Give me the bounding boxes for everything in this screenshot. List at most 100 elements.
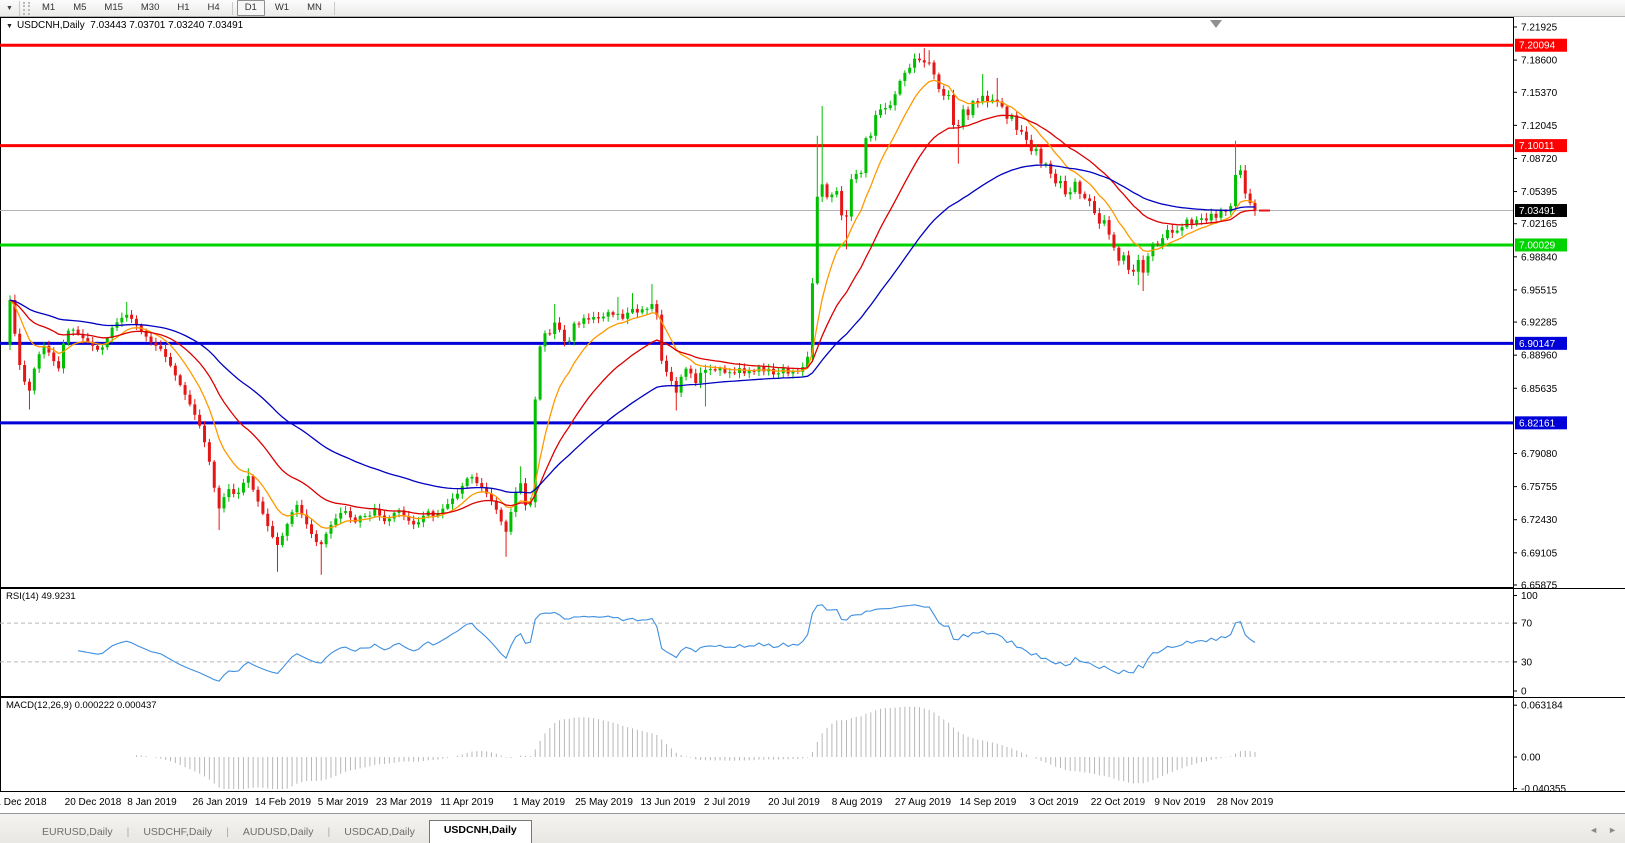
macd-panel: MACD(12,26,9) 0.000222 0.000437 0.063184… <box>0 697 1625 792</box>
tab-separator: | <box>126 826 130 838</box>
price-level-label-7.03491 <box>1515 204 1567 218</box>
price-level-label-7.00029 <box>1515 238 1567 252</box>
timeframe-button-mn[interactable]: MN <box>307 2 322 13</box>
toolbar-dropdown-button[interactable]: ▼ <box>0 0 20 16</box>
date-axis-tick: 14 Sep 2019 <box>960 797 1017 808</box>
date-axis-tick: 1 May 2019 <box>513 797 566 808</box>
date-axis-tick: 20 Jul 2019 <box>768 797 820 808</box>
date-axis-tick: 27 Aug 2019 <box>895 797 952 808</box>
timeframe-button-m1[interactable]: M1 <box>42 2 56 13</box>
timeframe-button-m15[interactable]: M15 <box>104 2 123 13</box>
svg-text:7.20094: 7.20094 <box>1519 41 1556 52</box>
date-axis-tick: 26 Jan 2019 <box>192 797 247 808</box>
svg-text:7.00029: 7.00029 <box>1519 240 1556 251</box>
date-axis-tick: 25 May 2019 <box>575 797 633 808</box>
rsi-label: RSI(14) 49.9231 <box>6 591 76 602</box>
date-axis-tick: 13 Jun 2019 <box>640 797 695 808</box>
date-axis-tick: 3 Oct 2019 <box>1030 797 1079 808</box>
price-axis-tick: 7.18600 <box>1521 56 1558 67</box>
candlestick-series <box>8 48 1257 575</box>
date-axis-tick: 9 Nov 2019 <box>1154 797 1206 808</box>
timeframe-toolbar: ▼ M1 M5 M15 M30 H1 H4 D1 W1 MN <box>0 0 1625 17</box>
date-axis-tick: 20 Dec 2018 <box>65 797 122 808</box>
timeframe-button-w1[interactable]: W1 <box>274 2 290 13</box>
timeframe-button-h4[interactable]: H4 <box>207 2 220 13</box>
rsi-panel: RSI(14) 49.9231 100 70 30 0 <box>0 588 1625 697</box>
tab-usdcad-daily[interactable]: USDCAD,Daily <box>344 826 415 838</box>
date-axis-tick: 8 Aug 2019 <box>832 797 883 808</box>
svg-text:7.03491: 7.03491 <box>1519 206 1556 217</box>
symbol-label: USDCNH,Daily <box>16 20 85 31</box>
price-axis-tick: 6.65875 <box>1521 580 1558 588</box>
rsi-axis-tick: 70 <box>1521 619 1533 630</box>
price-axis-tick: 7.21925 <box>1521 23 1558 34</box>
rsi-line <box>77 604 1256 682</box>
price-level-label-7.20094 <box>1515 38 1567 52</box>
date-axis-tick: 8 Jan 2019 <box>127 797 177 808</box>
date-axis-tick: 23 Mar 2019 <box>376 797 433 808</box>
symbol-dropdown-icon[interactable]: ▼ <box>6 23 13 30</box>
macd-axis-tick: -0.040355 <box>1521 784 1566 792</box>
tab-scroll-right-button[interactable]: ► <box>1608 825 1617 835</box>
price-axis-tick: 6.95515 <box>1521 285 1558 296</box>
date-axis-tick: 11 Apr 2019 <box>440 797 494 808</box>
fast-ma-line[interactable] <box>9 79 1256 529</box>
date-axis-tick: 14 Feb 2019 <box>255 797 312 808</box>
timeframe-button-h1[interactable]: H1 <box>177 2 190 13</box>
timeframe-buttons: M1 M5 M15 M30 H1 H4 D1 W1 MN <box>33 0 338 16</box>
tab-usdcnh-daily[interactable]: USDCNH,Daily <box>428 820 532 843</box>
rsi-canvas[interactable]: 100 70 30 0 <box>0 588 1625 697</box>
price-chart-canvas[interactable]: 7.21925 7.18600 7.15370 7.12045 7.08720 7.053… <box>0 17 1625 588</box>
price-level-label-7.10011 <box>1515 139 1567 153</box>
price-axis-tick: 7.12045 <box>1521 121 1558 132</box>
tab-audusd-daily[interactable]: AUDUSD,Daily <box>242 826 314 838</box>
date-axis[interactable]: 1 Dec 2018 20 Dec 2018 8 Jan 2019 26 Jan 20… <box>0 792 1625 813</box>
main-chart-panel: ▼ USDCNH,Daily 7.03443 7.03701 7.03240 7.… <box>0 17 1625 588</box>
macd-axis-tick: 0.00 <box>1521 753 1541 764</box>
date-axis-tick: 2 Jul 2019 <box>704 797 751 808</box>
macd-axis-tick: 0.063184 <box>1521 701 1563 712</box>
tab-scroll-controls: ◄ ► <box>1589 825 1617 835</box>
chart-tab-bar: EURUSD,Daily | USDCHF,Daily | AUDUSD,Daily | U… <box>0 813 1625 843</box>
price-axis-tick: 7.02165 <box>1521 219 1558 230</box>
macd-canvas[interactable]: 0.063184 0.00 -0.040355 <box>0 697 1625 792</box>
price-axis-tick: 7.05395 <box>1521 187 1558 198</box>
svg-text:7.10011: 7.10011 <box>1519 141 1555 152</box>
timeframe-button-m30[interactable]: M30 <box>140 2 160 13</box>
mid-ma-line[interactable] <box>9 114 1255 515</box>
price-axis-tick: 6.85635 <box>1521 384 1558 395</box>
macd-histogram <box>135 706 1256 789</box>
chart-shift-marker-icon[interactable] <box>1210 20 1222 28</box>
date-axis-tick: 28 Nov 2019 <box>1217 797 1274 808</box>
macd-label: MACD(12,26,9) 0.000222 0.000437 <box>6 700 157 711</box>
price-axis-tick: 6.75755 <box>1521 482 1558 493</box>
svg-text:6.82161: 6.82161 <box>1519 418 1556 429</box>
date-axis-tick: 5 Mar 2019 <box>318 797 369 808</box>
price-axis-tick: 6.98840 <box>1521 252 1558 263</box>
tab-separator: | <box>226 826 229 838</box>
rsi-axis-tick: 100 <box>1521 591 1538 602</box>
slow-ma-line[interactable] <box>9 164 1256 494</box>
toolbar-separator <box>231 1 233 15</box>
price-axis-tick: 7.15370 <box>1521 88 1558 99</box>
chart-title: ▼ USDCNH,Daily 7.03443 7.03701 7.03240 7.… <box>6 20 243 31</box>
tab-usdchf-daily[interactable]: USDCHF,Daily <box>143 826 213 838</box>
tab-eurusd-daily[interactable]: EURUSD,Daily <box>42 826 113 838</box>
rsi-axis-tick: 30 <box>1521 657 1533 668</box>
price-axis-tick: 6.92285 <box>1521 318 1558 329</box>
ohlc-values: 7.03443 7.03701 7.03240 7.03491 <box>90 20 244 31</box>
price-axis-tick: 7.08720 <box>1521 154 1558 165</box>
chart-tabs: EURUSD,Daily | USDCHF,Daily | AUDUSD,Daily | U… <box>28 819 532 843</box>
tab-scroll-left-button[interactable]: ◄ <box>1589 825 1599 835</box>
date-axis-canvas: 1 Dec 2018 20 Dec 2018 8 Jan 2019 26 Jan 20… <box>0 797 1274 808</box>
toolbar-grip-handle[interactable] <box>23 1 30 15</box>
price-axis-tick: 6.79080 <box>1521 449 1558 460</box>
timeframe-button-m5[interactable]: M5 <box>73 2 87 13</box>
price-level-label-6.90147 <box>1515 336 1567 350</box>
timeframe-button-d1[interactable]: D1 <box>236 0 265 16</box>
date-axis-tick: 22 Oct 2019 <box>1091 797 1146 808</box>
price-axis-tick: 6.88960 <box>1521 351 1558 362</box>
macd-signal-line <box>171 707 1256 789</box>
price-axis-tick: 6.69105 <box>1521 548 1558 559</box>
